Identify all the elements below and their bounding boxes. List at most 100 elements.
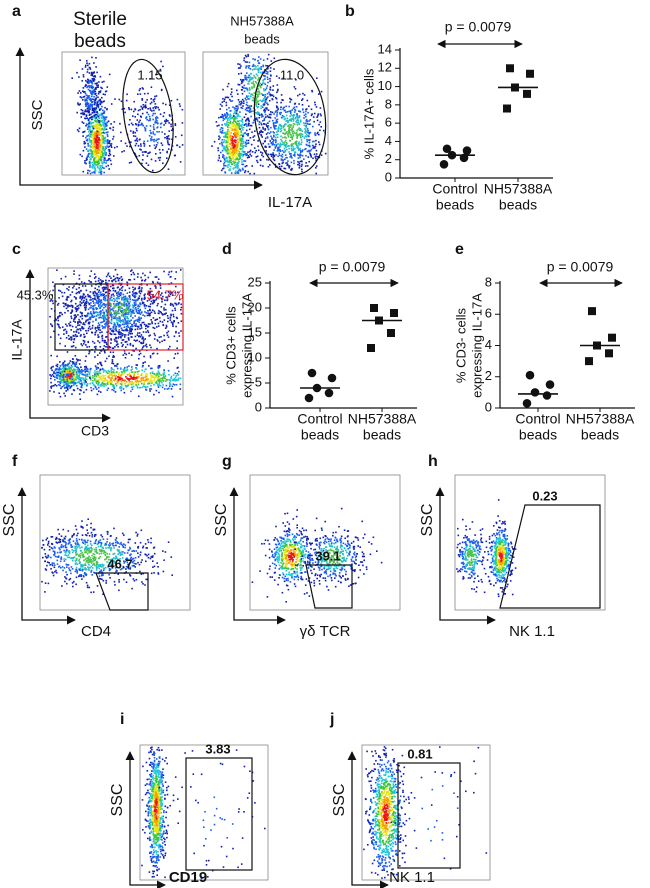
event-dot: [114, 306, 117, 308]
event-dot: [141, 107, 144, 109]
event-dot: [292, 120, 295, 122]
event-dot: [305, 147, 307, 150]
event-dot: [221, 127, 224, 130]
event-dot: [149, 125, 152, 127]
event-dot: [121, 278, 124, 281]
event-dot: [82, 74, 85, 76]
event-dot: [97, 301, 100, 303]
event-dot: [128, 162, 131, 164]
event-dot: [95, 113, 98, 116]
event-dot: [150, 136, 153, 138]
event-dot: [90, 158, 92, 160]
event-dot: [226, 85, 229, 88]
event-dot: [318, 133, 320, 136]
event-dot: [132, 344, 134, 347]
event-dot: [149, 309, 151, 311]
y-tick-label: 14: [378, 41, 392, 56]
event-dot: [121, 303, 124, 305]
event-dot: [179, 105, 181, 107]
event-dot: [90, 90, 92, 92]
event-dot: [81, 344, 84, 347]
event-dot: [99, 303, 102, 305]
event-dot: [93, 95, 95, 98]
event-dot: [82, 87, 85, 89]
event-dot: [238, 154, 241, 157]
event-dot: [306, 138, 308, 141]
event-dot: [123, 315, 125, 318]
event-dot: [264, 107, 267, 109]
event-dot: [252, 58, 254, 60]
event-dot: [87, 102, 90, 105]
event-dot: [257, 59, 259, 62]
event-dot: [66, 325, 68, 327]
event-dot: [115, 319, 118, 321]
event-dot: [279, 112, 281, 114]
event-dot: [152, 302, 154, 305]
event-dot: [137, 287, 140, 290]
event-dot: [143, 305, 146, 308]
event-dot: [103, 341, 106, 344]
event-dot: [288, 124, 290, 126]
event-dot: [152, 317, 155, 319]
event-dot: [147, 314, 150, 317]
event-dot: [99, 279, 102, 281]
event-dot: [230, 91, 233, 93]
event-dot: [164, 133, 166, 135]
event-dot: [227, 96, 230, 99]
event-dot: [96, 142, 98, 144]
event-dot: [240, 65, 242, 67]
event-dot: [125, 311, 127, 313]
event-dot: [116, 145, 118, 148]
event-dot: [86, 71, 89, 73]
event-dot: [292, 148, 295, 150]
event-dot: [116, 294, 118, 296]
event-dot: [138, 89, 141, 92]
event-dot: [93, 125, 96, 127]
event-dot: [163, 112, 166, 114]
event-dot: [292, 116, 295, 119]
event-dot: [139, 124, 141, 126]
event-dot: [260, 66, 262, 68]
event-dot: [164, 327, 167, 329]
event-dot: [144, 274, 146, 277]
event-dot: [94, 138, 97, 140]
event-dot: [135, 325, 137, 327]
event-dot: [264, 113, 267, 116]
event-dot: [96, 125, 99, 128]
event-dot: [294, 117, 297, 120]
event-dot: [118, 305, 120, 307]
event-dot: [263, 109, 265, 112]
event-dot: [303, 117, 305, 119]
event-dot: [107, 131, 109, 133]
event-dot: [296, 119, 298, 122]
event-dot: [159, 113, 162, 115]
event-dot: [85, 94, 88, 97]
event-dot: [282, 161, 284, 164]
event-dot: [80, 116, 83, 118]
data-point: [525, 370, 535, 380]
event-dot: [126, 321, 129, 324]
event-dot: [86, 117, 88, 119]
event-dot: [173, 154, 176, 157]
event-dot: [310, 114, 313, 117]
event-dot: [221, 124, 223, 126]
event-dot: [267, 132, 269, 134]
event-dot: [130, 330, 132, 332]
event-dot: [305, 136, 308, 138]
event-dot: [117, 286, 119, 288]
event-dot: [305, 133, 308, 136]
event-dot: [143, 145, 146, 147]
event-dot: [234, 120, 236, 123]
event-dot: [79, 315, 82, 318]
event-dot: [228, 107, 230, 109]
event-dot: [121, 339, 124, 341]
event-dot: [84, 92, 87, 95]
event-dot: [91, 103, 94, 106]
event-dot: [166, 157, 168, 159]
event-dot: [59, 327, 61, 329]
event-dot: [264, 75, 266, 78]
event-dot: [83, 297, 86, 299]
event-dot: [241, 142, 243, 145]
event-dot: [174, 278, 177, 280]
